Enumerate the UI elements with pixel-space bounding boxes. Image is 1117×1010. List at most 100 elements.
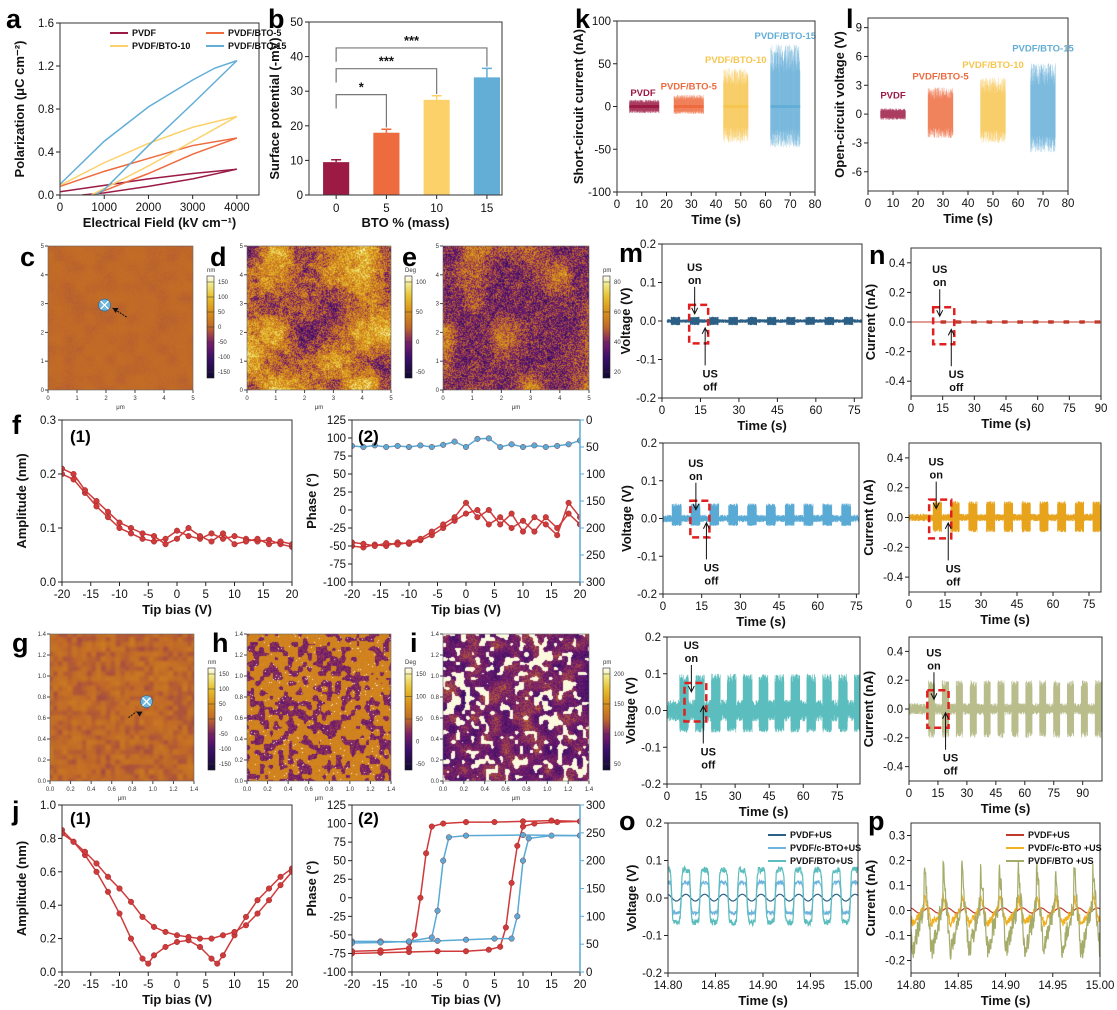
- plot-area: [60, 59, 238, 195]
- panel-label: a: [6, 4, 22, 34]
- y-tick-label: 0.4: [431, 737, 440, 743]
- us-highlight-box: [687, 303, 710, 345]
- x-tick-label: 1000: [91, 202, 117, 214]
- data-point: [520, 818, 527, 825]
- data-point: [196, 943, 203, 950]
- data-point: [81, 848, 88, 855]
- panel-label: b: [268, 4, 285, 34]
- colorbar-tick-label: 0: [218, 325, 222, 331]
- y-tick-label: 25: [333, 874, 346, 886]
- y-tick-label: 30: [290, 86, 303, 98]
- x-tick-label: 14.90: [991, 980, 1020, 992]
- y-tick-label: 0.2: [640, 239, 656, 251]
- y-tick-label: -75: [329, 948, 346, 960]
- data-point: [394, 541, 401, 548]
- data-point: [196, 533, 203, 540]
- us-off-label: off: [949, 382, 963, 394]
- us-on-label: US: [932, 264, 947, 276]
- y-tick-label: 2: [41, 330, 45, 336]
- us-highlight-box: [926, 689, 950, 729]
- y-tick-label: 10: [290, 155, 303, 167]
- x-tick-label: 1: [75, 396, 79, 402]
- y-tick-label: -0.1: [641, 742, 661, 754]
- series-line: [352, 834, 580, 943]
- us-on-label: US: [687, 262, 702, 274]
- y-tick-label: -0.4: [883, 572, 903, 584]
- data-point: [254, 535, 261, 542]
- data-point: [371, 442, 378, 449]
- data-point: [360, 444, 367, 451]
- x-tick-label: 0: [333, 203, 339, 215]
- legend-label: PVDF/BTO +US: [1028, 856, 1094, 866]
- chart-o: 14.80 14.85 14.90 14.95 15.00 -0.2 -0.1 0.0 0.1 0…: [619, 806, 872, 1008]
- x-axis-label: Time (s): [981, 993, 1031, 1008]
- us-off-label: US: [943, 753, 958, 765]
- y-tick-label: 1.0: [431, 674, 440, 680]
- data-point: [520, 857, 527, 864]
- x-tick-label: 0: [245, 396, 249, 402]
- x-tick-label: 0: [614, 199, 620, 211]
- y-tick-label: 5: [436, 244, 440, 250]
- us-off-label: US: [946, 563, 961, 575]
- y-tick-label: 0.0: [640, 316, 656, 328]
- data-point: [434, 948, 441, 955]
- axis-unit-label: μm: [118, 796, 126, 802]
- y-tick-label: 0.0: [645, 706, 661, 718]
- x-tick-label: 0: [46, 396, 50, 402]
- x-tick-label: -10: [401, 979, 418, 991]
- colorbar-tick-label: 150: [218, 280, 229, 286]
- series-label: PVDF/BTO-5: [912, 72, 969, 83]
- x-tick-label: 0.8: [128, 787, 137, 793]
- x-tick-label: 10: [430, 203, 443, 215]
- error-bar: [381, 128, 392, 133]
- data-point: [383, 444, 390, 451]
- data-point: [463, 444, 470, 451]
- x-tick-label: 14.95: [796, 980, 825, 992]
- data-point: [411, 931, 418, 938]
- x-tick-label: 0: [664, 791, 670, 803]
- data-point: [150, 538, 157, 545]
- y-tick-label: 1.2: [38, 653, 47, 659]
- x-tick-label: 45: [773, 601, 786, 613]
- data-point: [127, 525, 134, 532]
- y-tick-label: 6: [856, 51, 862, 63]
- data-point: [214, 960, 221, 967]
- us-highlight-box: [927, 498, 953, 540]
- subpanel-label: (1): [70, 809, 91, 828]
- plot-area: [62, 465, 292, 550]
- map-frame: [47, 245, 194, 391]
- y-tick-label: 0.2: [235, 758, 244, 764]
- x-tick-label: 15: [936, 403, 949, 415]
- colorbar-tick-label: 100: [614, 732, 625, 738]
- data-point: [242, 913, 249, 920]
- data-point: [93, 503, 100, 510]
- x-tick-label: 80: [809, 199, 822, 211]
- series-line: [668, 878, 858, 917]
- x-tick-label: 4: [558, 396, 562, 402]
- y-tick-label: 0.8: [38, 104, 54, 116]
- chart-f2: -20 -15 -10 -5 0 5 10 15 20-100-75-50-2502550751…: [304, 415, 605, 617]
- arrow-up-icon: [702, 521, 710, 560]
- series-label: PVDF: [880, 91, 906, 102]
- data-point: [542, 521, 549, 528]
- y-tick-label: 4: [240, 273, 244, 279]
- x-tick-label: 20: [912, 198, 925, 210]
- data-point: [514, 842, 521, 849]
- arrow-up-icon: [942, 711, 950, 750]
- data-point: [463, 819, 470, 826]
- y2-tick-label: 200: [586, 523, 605, 535]
- plot-area: [667, 673, 860, 733]
- data-point: [525, 835, 532, 842]
- x-tick-label: 15.00: [844, 980, 873, 992]
- y-tick-label: 0.4: [887, 646, 904, 658]
- panel-label: o: [619, 806, 636, 836]
- y-tick-label: 1: [41, 359, 45, 365]
- legend-label: PVDF+US: [1028, 830, 1070, 840]
- chart-p: 14.80 14.85 14.90 14.95 15.00 -0.2 -0.1 0.0 0.1 0…: [863, 806, 1114, 1008]
- x-tick-label: -5: [143, 979, 153, 991]
- data-point: [70, 838, 77, 845]
- map-frame: [49, 633, 195, 782]
- significance-bracket: [335, 68, 438, 94]
- x-tick-label: 0: [174, 979, 180, 991]
- panel-label: i: [410, 628, 418, 658]
